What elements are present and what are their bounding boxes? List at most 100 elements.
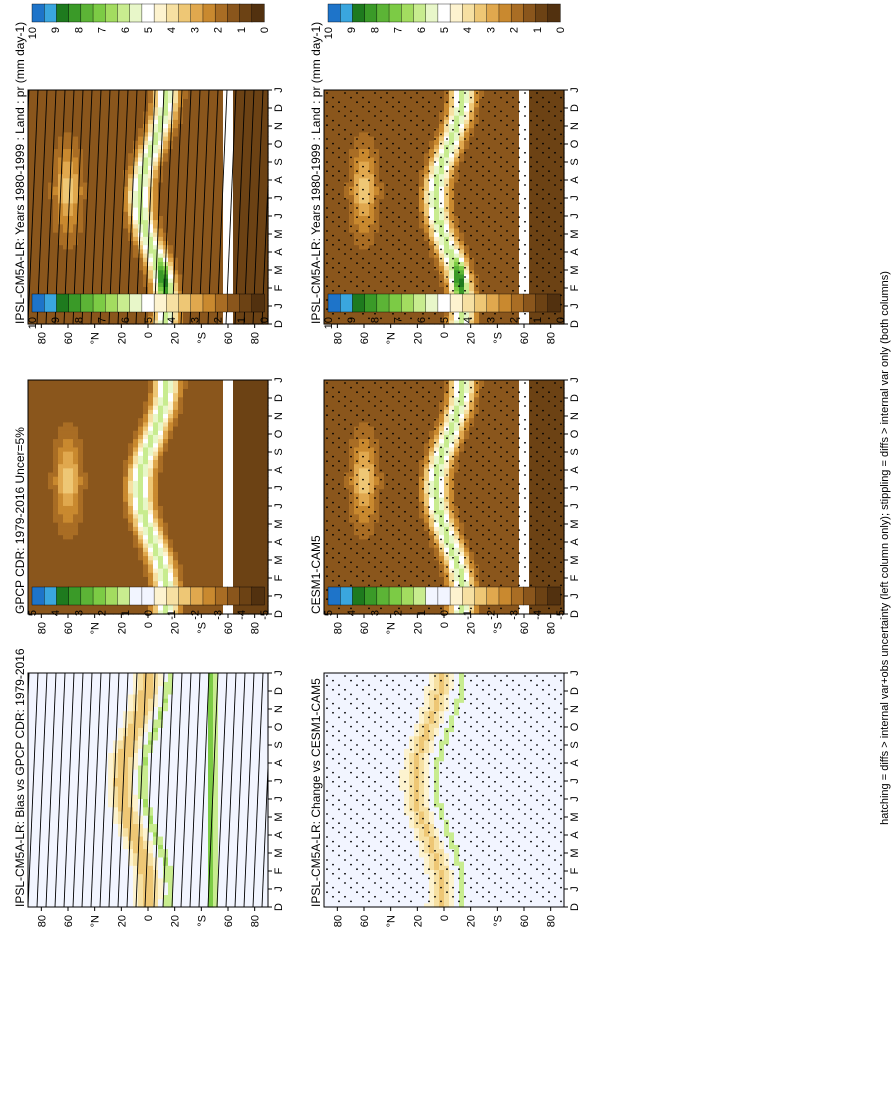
- heat-cell: [444, 140, 450, 145]
- heat-cell: [509, 244, 515, 250]
- heat-cell: [58, 227, 64, 233]
- heat-cell: [424, 106, 430, 112]
- heat-cell: [454, 131, 460, 137]
- heat-cell: [354, 194, 360, 200]
- heat-cell: [489, 236, 495, 242]
- heat-cell: [414, 198, 420, 204]
- heat-cell: [48, 161, 54, 166]
- heat-cell: [354, 102, 360, 108]
- heat-cell: [494, 127, 500, 133]
- heat-cell: [38, 194, 44, 200]
- heat-cell: [168, 240, 174, 246]
- heat-cell: [258, 161, 264, 166]
- heat-cell: [88, 102, 94, 108]
- heat-cell: [203, 173, 209, 179]
- heat-cell: [499, 207, 505, 212]
- heat-cell: [158, 131, 164, 137]
- heat-cell: [344, 156, 350, 162]
- heat-cell: [494, 198, 500, 204]
- heat-cell: [324, 286, 330, 292]
- heat-cell: [258, 165, 264, 170]
- heat-cell: [379, 202, 385, 208]
- heat-cell: [118, 119, 124, 125]
- heat-cell: [243, 115, 249, 120]
- heat-cell: [178, 144, 184, 150]
- heat-cell: [334, 140, 340, 145]
- heat-cell: [384, 252, 390, 258]
- heat-cell: [469, 135, 475, 141]
- heat-cell: [103, 248, 109, 254]
- heat-cell: [414, 311, 420, 317]
- heat-cell: [329, 265, 335, 271]
- heat-cell: [489, 282, 495, 287]
- heat-cell: [198, 244, 204, 250]
- heat-cell: [409, 127, 415, 133]
- heat-cell: [459, 319, 465, 325]
- heat-cell: [434, 236, 440, 242]
- heat-cell: [504, 194, 510, 200]
- heat-cell: [218, 106, 224, 112]
- heat-cell: [479, 227, 485, 233]
- heat-cell: [344, 290, 350, 296]
- heat-cell: [133, 273, 139, 279]
- heat-cell: [374, 215, 380, 221]
- heat-cell: [429, 186, 435, 191]
- heat-cell: [459, 248, 465, 254]
- heat-cell: [474, 257, 480, 262]
- heat-cell: [404, 219, 410, 225]
- plot-area: [28, 90, 269, 325]
- heat-cell: [464, 215, 470, 221]
- heat-cell: [193, 106, 199, 112]
- heat-cell: [208, 135, 214, 141]
- heat-cell: [484, 248, 490, 254]
- heat-cell: [439, 278, 445, 283]
- heat-cell: [173, 90, 179, 95]
- heat-cell: [509, 161, 515, 166]
- heat-cell: [118, 236, 124, 242]
- heat-cell: [494, 202, 500, 208]
- heat-cell: [384, 232, 390, 237]
- heat-cell: [168, 202, 174, 208]
- hatch-line: [108, 90, 120, 324]
- heat-cell: [369, 248, 375, 254]
- heat-cell: [424, 319, 430, 325]
- heat-cell: [424, 140, 430, 145]
- heat-cell: [183, 278, 189, 283]
- heat-cell: [359, 90, 365, 95]
- heat-cell: [158, 286, 164, 292]
- heat-cell: [409, 244, 415, 250]
- heat-cell: [193, 161, 199, 166]
- heat-cell: [494, 261, 500, 267]
- heat-cell: [334, 194, 340, 200]
- heat-cell: [364, 115, 370, 120]
- heat-cell: [78, 165, 84, 170]
- heat-cell: [68, 232, 74, 237]
- hatch-line: [99, 90, 111, 324]
- heat-cell: [83, 261, 89, 267]
- heat-cell: [203, 290, 209, 296]
- heat-cell: [128, 319, 134, 325]
- heat-cell: [58, 311, 64, 317]
- heat-cell: [414, 165, 420, 170]
- heat-cell: [213, 94, 219, 99]
- heat-cell: [354, 248, 360, 254]
- heat-cell: [253, 135, 259, 141]
- heat-cell: [509, 227, 515, 233]
- heat-cell: [359, 273, 365, 279]
- heat-cell: [168, 173, 174, 179]
- heat-cell: [339, 102, 345, 108]
- heat-cell: [243, 173, 249, 179]
- heat-cell: [123, 198, 129, 204]
- heat-cell: [83, 215, 89, 221]
- heat-cell: [474, 106, 480, 112]
- heat-cell: [334, 123, 340, 129]
- heat-cell: [63, 219, 69, 225]
- heat-cell: [394, 257, 400, 262]
- heat-cell: [153, 202, 159, 208]
- heat-cell: [509, 131, 515, 137]
- heat-cell: [379, 161, 385, 166]
- heat-cell: [238, 273, 244, 279]
- heat-cell: [193, 148, 199, 154]
- heat-cell: [153, 319, 159, 325]
- heat-cell: [88, 236, 94, 242]
